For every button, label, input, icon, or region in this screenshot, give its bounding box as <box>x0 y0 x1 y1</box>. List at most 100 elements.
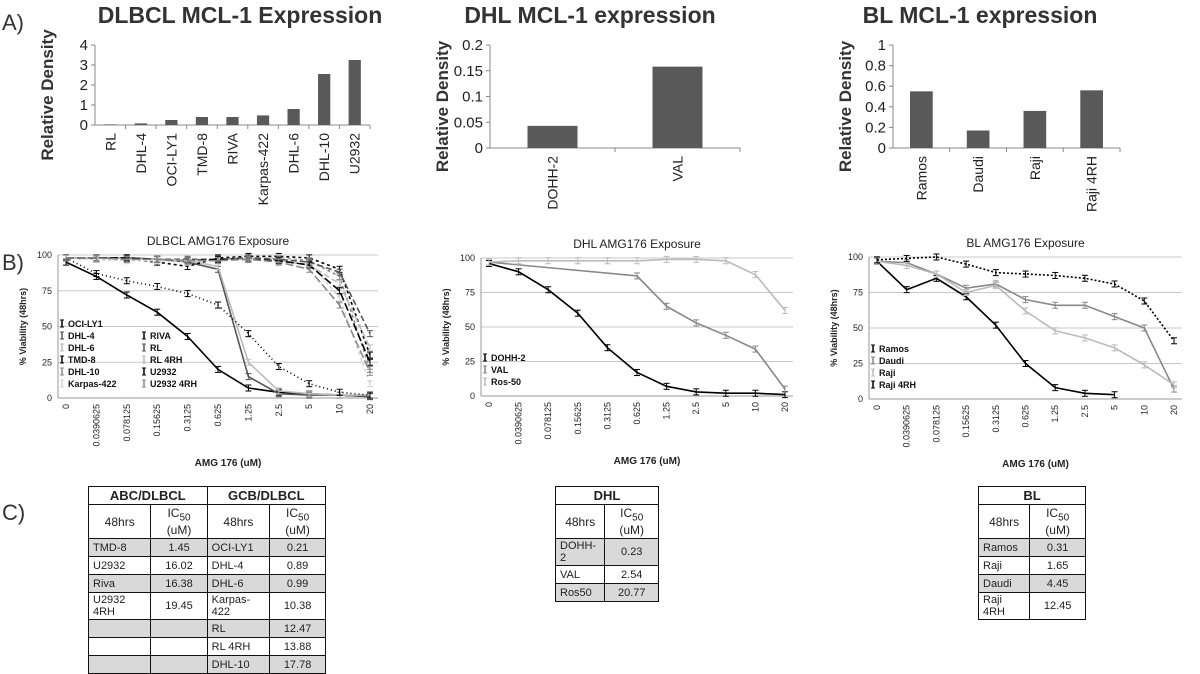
cell-line-name: DHL-10 <box>206 655 271 674</box>
x-tick-label: 0.3125 <box>602 402 612 430</box>
x-tick-label: Daudi <box>970 156 986 193</box>
ic50-value: 0.23 <box>604 538 659 567</box>
bl-table-title: BL <box>978 486 1086 505</box>
bar <box>1080 90 1103 148</box>
x-tick-label: 0.3125 <box>183 404 193 432</box>
legend-label: Raji <box>879 368 896 378</box>
table-row: Raji 4RH 12.45 <box>977 592 1086 621</box>
legend-label: RIVA <box>150 331 171 341</box>
x-tick-label: DHL-4 <box>133 133 149 174</box>
cell-line-name: DHL-4 <box>206 556 271 576</box>
bl-bar-chart: 0 0.2 0.4 0.6 0.8 1 Relative Density Ramos Daudi… <box>836 37 1121 212</box>
ic50-value: 20.77 <box>604 583 659 603</box>
y-tick-label: 75 <box>42 286 52 296</box>
x-tick-label: TMD-8 <box>194 133 210 176</box>
table-row: U2932 16.02 DHL-4 0.89 <box>87 556 326 576</box>
cell-line-name <box>87 655 152 674</box>
ic50-value: 13.88 <box>269 637 326 657</box>
legend-label: DOHH-2 <box>491 353 526 363</box>
cell-line-name: RL <box>206 619 271 639</box>
cell-line-name: DOHH-2 <box>554 538 606 567</box>
dlbcl-ic50-table: ABC/DLBCL GCB/DLBCL 48hrs IC50 (uM) 48hr… <box>87 486 327 674</box>
x-tick-label: 0.3125 <box>991 405 1001 433</box>
x-tick-label: 20 <box>1169 405 1179 415</box>
table-row: RL 12.47 <box>87 619 326 639</box>
bar <box>134 123 147 125</box>
y-tick-label: 0 <box>470 391 475 401</box>
bl-ic50-table: BL 48hrs IC50 (uM) Ramos 0.31 Raji 1.65 Daud… <box>977 486 1086 621</box>
bar <box>226 117 239 125</box>
series-line <box>66 257 371 363</box>
bl-bar-title: BL MCL-1 expression <box>862 2 1098 28</box>
table-row: Daudi 4.45 <box>977 574 1086 594</box>
panel-label-c: C) <box>2 500 26 525</box>
x-tick-label: Raji <box>1027 156 1043 180</box>
cell-line-name: U2932 <box>87 556 152 576</box>
x-tick-label: RIVA <box>225 132 241 164</box>
x-tick-label: 0.15625 <box>152 404 162 437</box>
x-tick-label: DHL-10 <box>316 133 332 181</box>
table-row: Ramos 0.31 <box>977 538 1086 558</box>
x-tick-label: 2.5 <box>691 402 701 415</box>
ic50-value: 4.45 <box>1029 574 1086 594</box>
abc-col-ic50: IC50 (uM) <box>150 503 208 540</box>
y-tick-label: 0.05 <box>454 114 483 131</box>
legend-label: RL <box>150 343 162 353</box>
legend-label: VAL <box>491 365 509 375</box>
cell-line-name: Daudi <box>977 574 1031 594</box>
x-tick-label: 2.5 <box>274 404 284 417</box>
y-tick-label: 50 <box>42 322 52 332</box>
line-chart-title: DLBCL AMG176 Exposure <box>147 234 290 248</box>
dhl-bar-title: DHL MCL-1 expression <box>464 2 716 28</box>
bar <box>104 124 117 125</box>
cell-line-name: Riva <box>87 574 152 594</box>
x-tick-label: 0.0390625 <box>514 402 524 445</box>
legend-label: RL 4RH <box>150 355 182 365</box>
y-axis-label: Relative Density <box>836 40 855 172</box>
x-tick-label: DHL-6 <box>286 133 302 174</box>
x-tick-label: DOHH-2 <box>545 156 561 210</box>
y-tick-label: 0.2 <box>462 37 483 54</box>
legend-label: U2932 4RH <box>150 379 197 389</box>
dlbcl-bar-chart: 0 1 2 3 4 Relative Density RL DHL-4 OCI-LY1 TMD-8… <box>38 29 371 205</box>
y-tick-label: 0 <box>878 140 886 157</box>
y-tick-label: 100 <box>37 250 52 260</box>
ic50-value: 12.47 <box>269 619 326 639</box>
table-row: RL 4RH 13.88 <box>87 637 326 657</box>
panel-label-a: A) <box>2 10 24 35</box>
gcb-col-hrs: 48hrs <box>206 503 271 540</box>
cell-line-name: OCI-LY1 <box>206 538 271 558</box>
ic50-value: 12.45 <box>1029 592 1086 621</box>
x-tick-label: 0 <box>61 404 71 409</box>
x-tick-label: 2.5 <box>1080 405 1090 418</box>
x-tick-label: 5 <box>721 402 731 407</box>
y-axis-label: % Viability (48hrs) <box>829 289 839 366</box>
y-tick-label: 25 <box>42 357 52 367</box>
x-tick-label: Raji 4RH <box>1084 156 1100 212</box>
ic50-value <box>150 619 208 639</box>
x-tick-label: 0.078125 <box>931 405 941 443</box>
x-tick-label: 20 <box>365 404 375 414</box>
dhl-ic50-table: DHL 48hrs IC50 (uM) DOHH-2 0.23 VAL 2.54 Ros… <box>554 486 659 603</box>
x-tick-label: 0 <box>484 402 494 407</box>
x-tick-label: 10 <box>1139 405 1149 415</box>
x-axis-label: AMG 176 (uM) <box>614 456 681 467</box>
abc-col-hrs: 48hrs <box>87 503 152 540</box>
dhl-col-hrs: 48hrs <box>554 503 606 540</box>
x-tick-label: 0.15625 <box>573 402 583 435</box>
y-tick-label: 50 <box>465 322 475 332</box>
x-tick-label: 10 <box>335 404 345 414</box>
cell-line-name: Ramos <box>977 538 1031 558</box>
table-row: Raji 1.65 <box>977 556 1086 576</box>
y-tick-label: 1 <box>878 37 886 54</box>
x-tick-label: 10 <box>750 402 760 412</box>
bar <box>348 60 361 125</box>
table-row: DHL-10 17.78 <box>87 655 326 674</box>
y-tick-label: 25 <box>853 359 863 369</box>
y-tick-label: 2 <box>80 77 88 94</box>
y-tick-label: 25 <box>465 357 475 367</box>
cell-line-name: RL 4RH <box>206 637 271 657</box>
series-line <box>66 257 371 373</box>
